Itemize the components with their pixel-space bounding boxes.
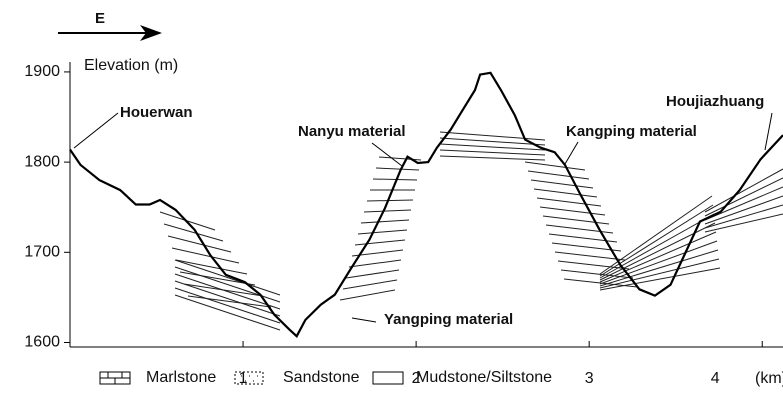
hatch-line bbox=[175, 288, 280, 323]
leader-line bbox=[565, 142, 578, 164]
hatch-line bbox=[379, 157, 421, 160]
annotation: Nanyu material bbox=[298, 123, 406, 140]
hatch-line bbox=[346, 270, 399, 278]
hatch-line bbox=[355, 240, 405, 245]
hatch-line bbox=[175, 260, 280, 295]
annotation: Houerwan bbox=[120, 104, 193, 121]
hatch-line bbox=[440, 156, 545, 160]
hatch-line bbox=[534, 189, 597, 197]
hatch-line bbox=[600, 241, 717, 284]
hatch-line bbox=[367, 200, 413, 201]
strata-hatching bbox=[160, 132, 783, 330]
direction-label: E bbox=[95, 10, 105, 27]
legend-label: Sandstone bbox=[283, 369, 360, 386]
x-tick-label: 4 bbox=[711, 370, 720, 387]
legend: Marlstone Sandstone Mudstone/Siltstone bbox=[100, 369, 552, 386]
legend-label: Mudstone/Siltstone bbox=[416, 369, 552, 386]
hatch-line bbox=[546, 225, 613, 233]
hatch-line bbox=[705, 169, 783, 212]
x-tick-label: 1 bbox=[239, 370, 248, 387]
hatch-line bbox=[340, 290, 395, 300]
hatch-line bbox=[531, 180, 593, 188]
hatch-line bbox=[600, 196, 712, 274]
hatch-line bbox=[361, 220, 409, 223]
x-axis-label: (km) bbox=[755, 370, 783, 387]
legend-mudstone-icon bbox=[373, 372, 403, 384]
hatch-line bbox=[561, 270, 633, 278]
hatch-line bbox=[705, 187, 783, 220]
hatch-line bbox=[373, 179, 417, 180]
leader-line bbox=[372, 143, 402, 166]
hatch-line bbox=[358, 230, 407, 234]
hatch-line bbox=[528, 171, 589, 179]
leader-line bbox=[352, 318, 376, 322]
leader-line bbox=[74, 113, 118, 148]
hatch-line bbox=[537, 198, 601, 206]
leader-line bbox=[765, 113, 772, 150]
chart: E Elevation (m) (km) Houerwan Nanyu mate… bbox=[0, 0, 783, 414]
hatch-line bbox=[540, 207, 605, 215]
hatch-line bbox=[364, 210, 411, 212]
x-tick-label: 3 bbox=[585, 370, 594, 387]
y-tick-label: 1600 bbox=[24, 334, 60, 351]
hatch-line bbox=[343, 280, 397, 289]
x-tick-label: 2 bbox=[412, 370, 421, 387]
annotation: Yangping material bbox=[384, 311, 513, 328]
hatch-line bbox=[164, 224, 223, 241]
hatch-line bbox=[376, 168, 419, 170]
y-tick-label: 1700 bbox=[24, 244, 60, 261]
y-tick-label: 1800 bbox=[24, 153, 60, 170]
annotation: Houjiazhuang bbox=[666, 93, 764, 110]
legend-marlstone-pattern bbox=[100, 372, 130, 384]
hatch-line bbox=[600, 223, 715, 280]
hatch-line bbox=[543, 216, 609, 224]
hatch-line bbox=[600, 259, 719, 288]
legend-label: Marlstone bbox=[146, 369, 216, 386]
hatch-line bbox=[175, 274, 280, 309]
hatch-line bbox=[440, 150, 545, 155]
y-axis-label: Elevation (m) bbox=[84, 57, 178, 74]
y-tick-label: 1900 bbox=[24, 63, 60, 80]
hatch-line bbox=[525, 162, 585, 170]
hatch-line bbox=[440, 144, 545, 150]
annotation: Kangping material bbox=[566, 123, 697, 140]
